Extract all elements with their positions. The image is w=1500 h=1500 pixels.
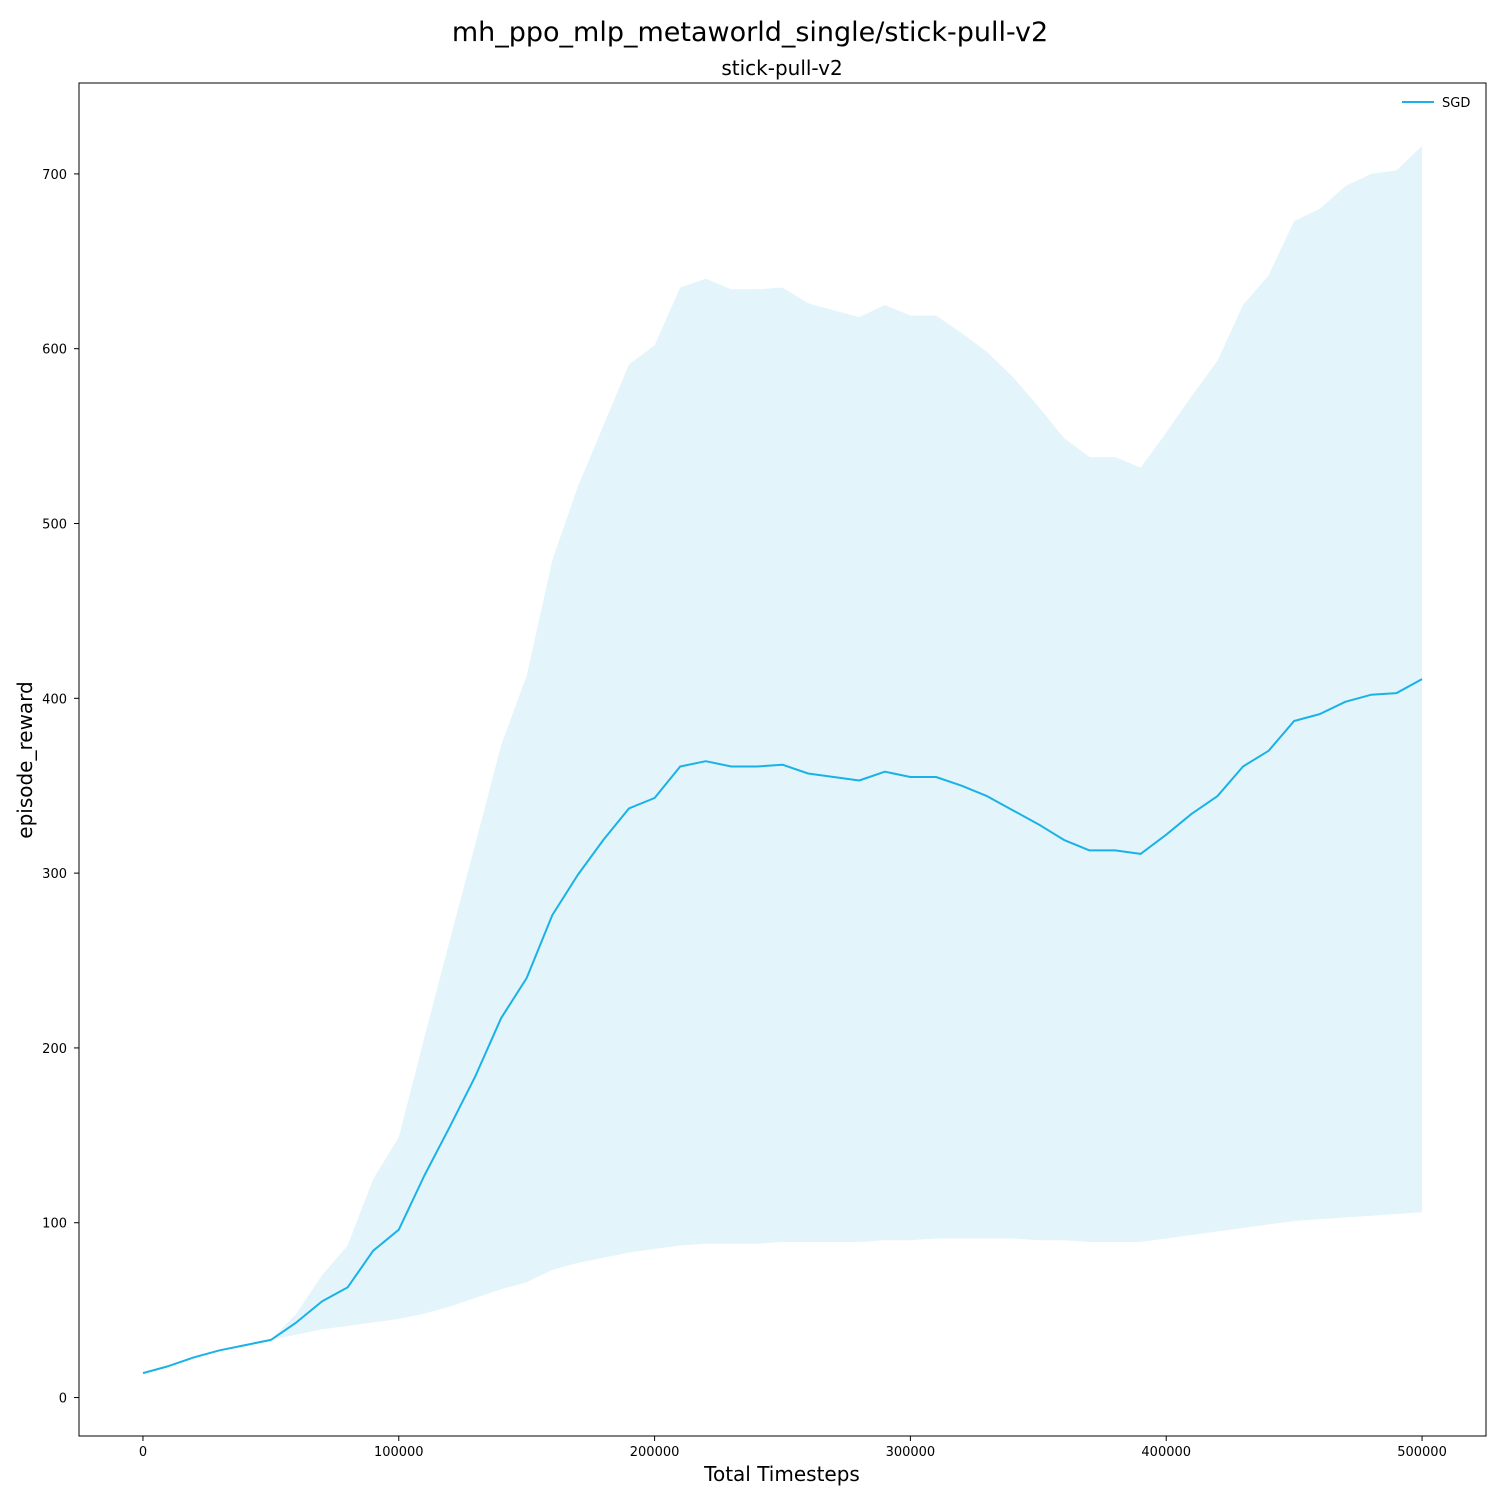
- legend: SGD: [1402, 96, 1470, 111]
- y-tick-label: 400: [42, 692, 67, 707]
- x-axis-ticks: 0 100000 200000 300000 400000 500000: [139, 1436, 1447, 1460]
- y-tick-label: 100: [42, 1217, 67, 1232]
- y-tick-label: 0: [59, 1392, 67, 1407]
- sgd-confidence-band: [143, 145, 1422, 1374]
- x-tick-label: 500000: [1397, 1445, 1447, 1460]
- y-tick-label: 300: [42, 867, 67, 882]
- series-line-layer: [142, 678, 1423, 1375]
- plot-frame: [78, 82, 1487, 1437]
- legend-label-sgd: SGD: [1442, 96, 1470, 111]
- x-tick-label: 0: [139, 1445, 147, 1460]
- y-tick-label: 200: [42, 1042, 67, 1057]
- figure-title: mh_ppo_mlp_metaworld_single/stick-pull-v…: [452, 17, 1048, 48]
- y-tick-label: 500: [42, 518, 67, 533]
- y-tick-label: 600: [42, 343, 67, 358]
- x-tick-label: 200000: [630, 1445, 680, 1460]
- x-tick-label: 300000: [886, 1445, 936, 1460]
- confidence-band-layer: [143, 145, 1422, 1374]
- sgd-series-line: [142, 678, 1423, 1375]
- chart-title: stick-pull-v2: [721, 56, 842, 80]
- x-axis-label: Total Timesteps: [703, 1462, 860, 1486]
- x-tick-label: 100000: [374, 1445, 424, 1460]
- y-axis-ticks: 0 100 200 300 400 500 600 700: [42, 168, 79, 1407]
- y-tick-label: 700: [42, 168, 67, 183]
- x-tick-label: 400000: [1141, 1445, 1191, 1460]
- y-axis-label: episode_reward: [13, 681, 37, 838]
